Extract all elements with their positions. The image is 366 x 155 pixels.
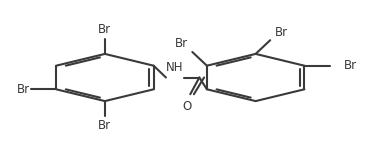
Text: O: O	[182, 100, 191, 113]
Text: Br: Br	[98, 23, 112, 36]
Text: Br: Br	[17, 83, 30, 96]
Text: NH: NH	[166, 61, 184, 74]
Text: Br: Br	[98, 119, 112, 132]
Text: Br: Br	[175, 38, 188, 51]
Text: Br: Br	[344, 59, 358, 72]
Text: Br: Br	[274, 26, 288, 39]
